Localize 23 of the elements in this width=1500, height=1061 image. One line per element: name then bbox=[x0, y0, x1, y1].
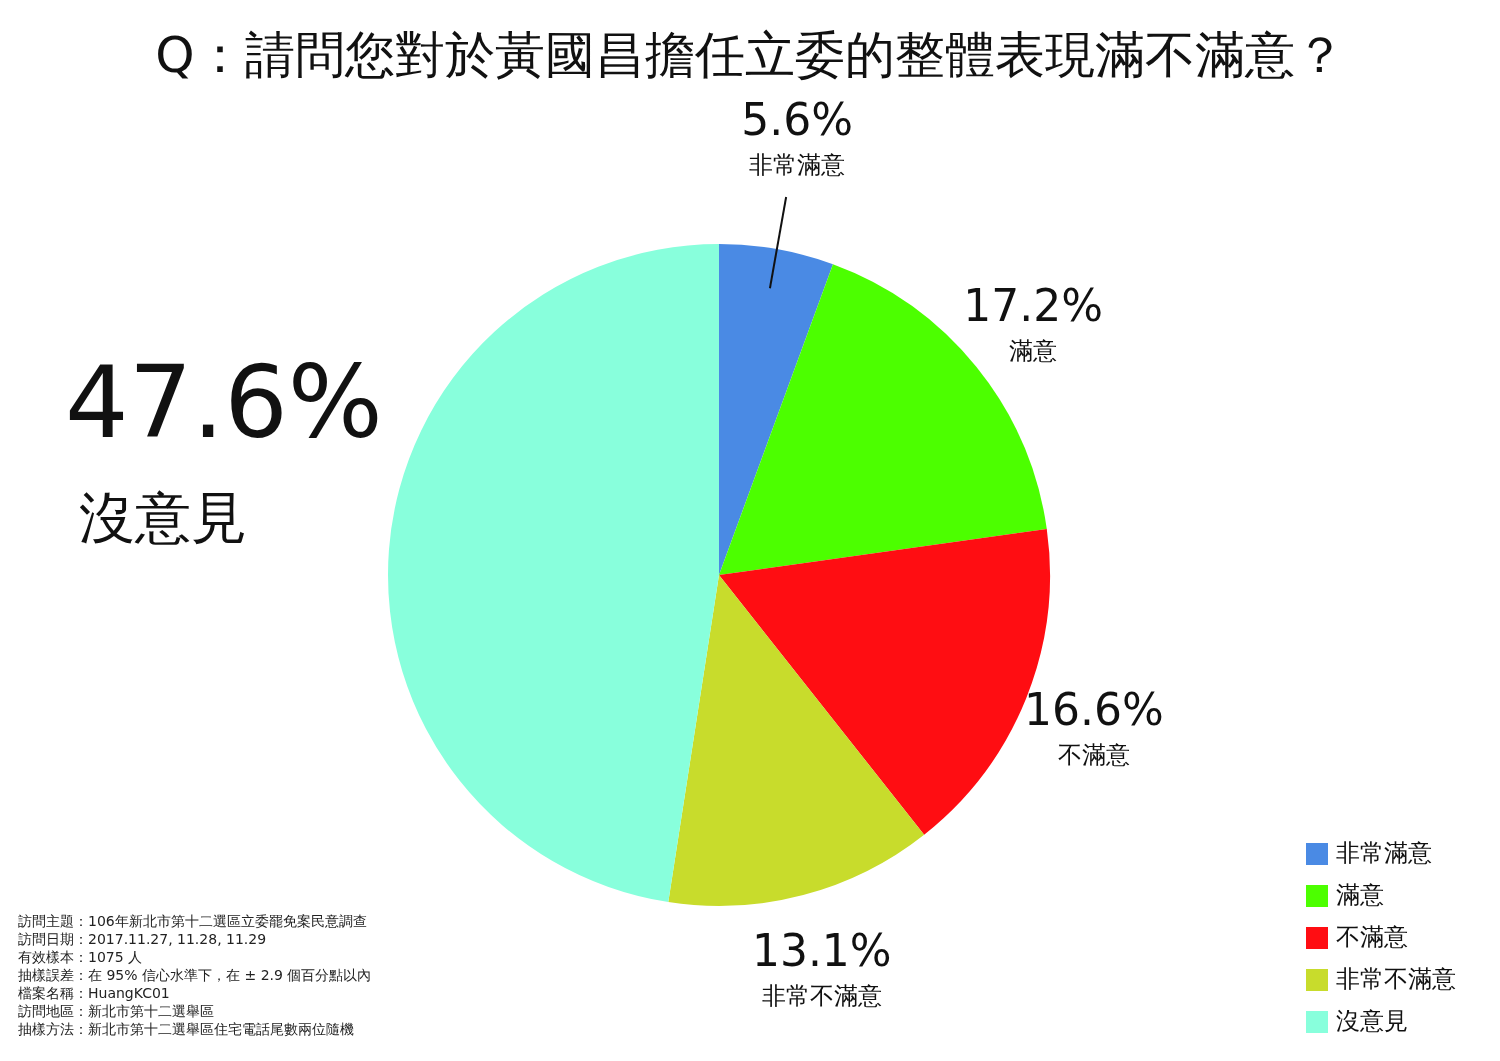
slice-label: 滿意 bbox=[1009, 337, 1058, 366]
data-label: 5.6% bbox=[741, 94, 854, 146]
legend-label: 非常不滿意 bbox=[1336, 965, 1456, 994]
legend-label: 非常滿意 bbox=[1336, 839, 1432, 868]
slice-label: 不滿意 bbox=[1057, 741, 1130, 770]
chart-title: Q：請問您對於黃國昌擔任立委的整體表現滿不滿意？ bbox=[154, 25, 1346, 86]
text: 檔案名稱：HuangKC01 bbox=[18, 984, 171, 1002]
legend-label: 不滿意 bbox=[1336, 923, 1408, 952]
slice-label: 非常不滿意 bbox=[761, 981, 882, 1010]
data-label: 17.2% bbox=[963, 280, 1104, 332]
legend-label: 沒意見 bbox=[1336, 1007, 1408, 1036]
text: 訪問主題：106年新北市第十二選區立委罷免案民意調查 bbox=[18, 912, 368, 930]
text: 抽樣誤差：在 95% 信心水準下，在 ± 2.9 個百分點以內 bbox=[18, 966, 372, 984]
data-label: 16.6% bbox=[1023, 684, 1164, 736]
data-label: 47.6% bbox=[65, 343, 383, 461]
slice-label: 沒意見 bbox=[78, 484, 247, 550]
text: 抽樣方法：新北市第十二選舉區住宅電話尾數兩位隨機 bbox=[18, 1020, 355, 1038]
data-label: 13.1% bbox=[751, 924, 892, 976]
text: 訪問日期：2017.11.27, 11.28, 11.29 bbox=[18, 930, 268, 948]
text: 有效樣本：1075 人 bbox=[18, 948, 144, 966]
text: 訪問地區：新北市第十二選舉區 bbox=[18, 1002, 215, 1020]
slice-label: 非常滿意 bbox=[749, 151, 846, 180]
legend-label: 滿意 bbox=[1336, 881, 1384, 910]
